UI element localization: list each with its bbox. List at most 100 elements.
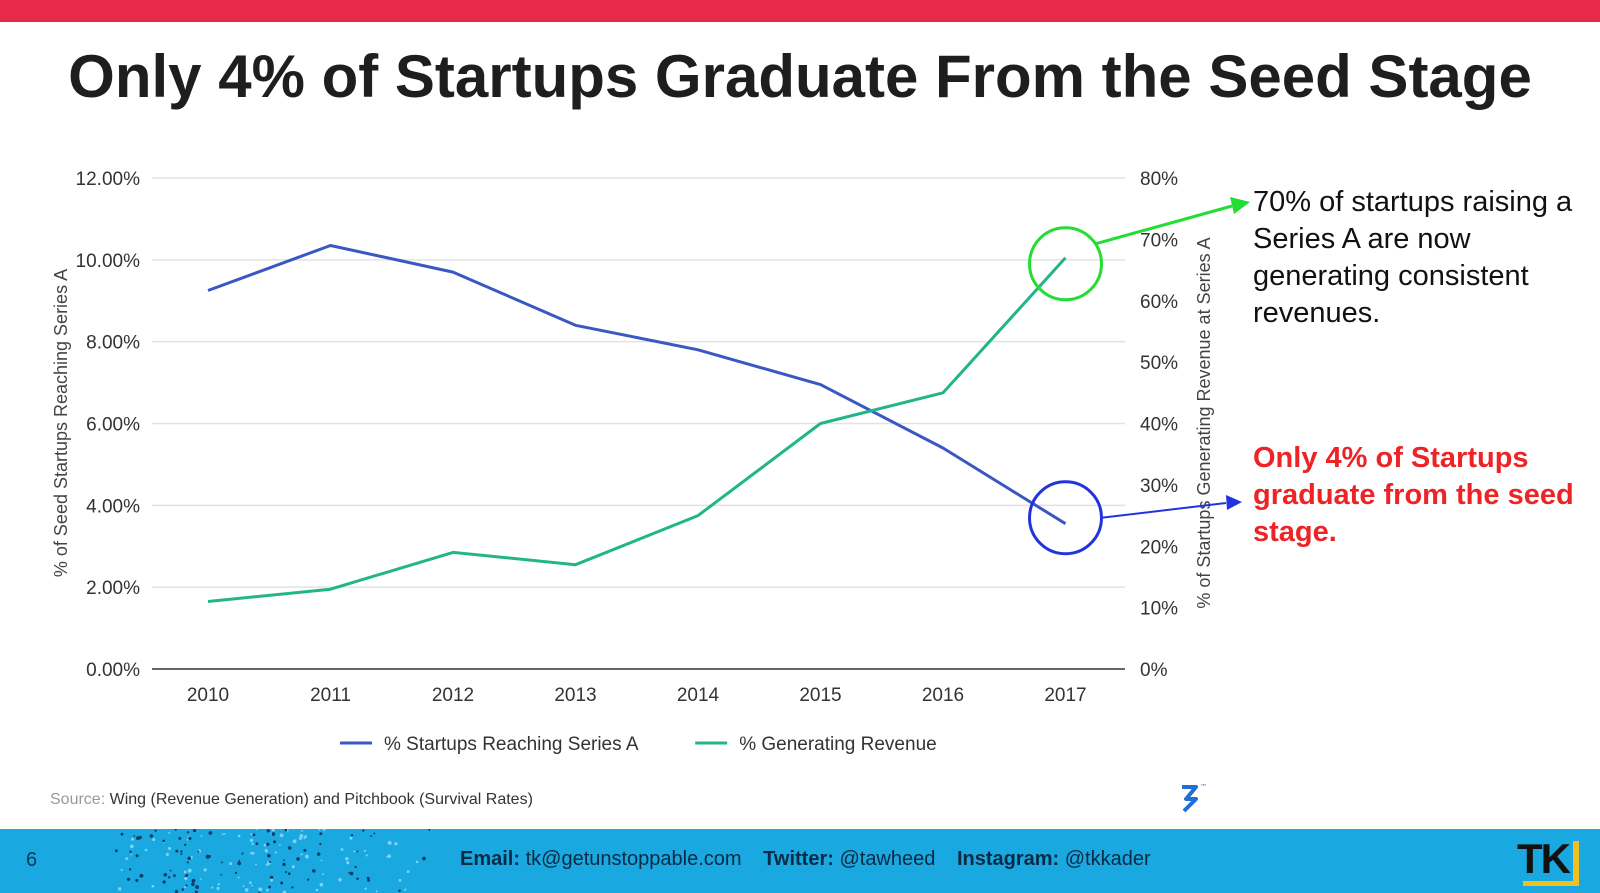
pattern-dot [126,877,131,881]
pattern-dot [186,831,190,834]
pattern-dot [303,848,307,852]
pattern-dot [345,857,349,861]
pattern-dot [349,836,353,840]
right-axis-tick-label: 0% [1140,660,1168,681]
pattern-dot [258,887,263,892]
pattern-dot [283,859,286,862]
pattern-dot [338,878,342,882]
pattern-dot [149,834,154,838]
pattern-dot [178,836,182,840]
pattern-dot [299,834,304,838]
series-line-2 [207,256,1067,603]
pattern-dot [386,855,388,858]
pattern-dot [174,829,177,831]
pattern-dot [221,833,224,836]
pattern-dot [366,876,370,880]
pattern-dot [280,881,284,885]
pattern-dot [129,844,134,849]
pattern-dot [216,886,220,891]
right-axis-tick-label: 50% [1140,353,1178,374]
pattern-dot [184,886,187,889]
logo-underline [1523,881,1579,886]
pattern-dot [367,878,371,882]
right-axis-tick-label: 40% [1140,415,1178,436]
instagram-label: Instagram: [956,848,1060,870]
pattern-dot [194,890,198,893]
pattern-dot [251,842,254,846]
pattern-dot [133,835,136,837]
pattern-dot [173,874,176,877]
pattern-dot [282,890,287,893]
pattern-dot [363,849,367,852]
pattern-dot [322,873,325,876]
pattern-dot [252,833,256,837]
pattern-dot [195,885,200,890]
pattern-dot [249,833,253,836]
pattern-dot [187,835,190,838]
green-arrow-head [1230,197,1250,214]
instagram-handle: @tkkader [1064,848,1151,870]
pattern-dot [292,839,297,844]
pattern-dot [249,838,254,842]
pattern-dot [362,829,365,832]
pattern-dot [288,846,292,850]
pattern-dot [350,833,354,837]
pattern-dot [167,876,171,879]
tk-logo: TK [1517,835,1571,882]
green-arrow-line [1095,204,1233,246]
pattern-dot [387,854,392,858]
pattern-dot [263,843,267,847]
contact-line: Email: tk@getunstoppable.com Twitter: @t… [460,848,1151,871]
pattern-dot [224,833,226,835]
green-annotation-text: 70% of startups raising a Series A are n… [1253,186,1573,329]
x-axis-tick-label: 2016 [922,685,964,706]
pattern-dot [200,878,202,880]
pattern-dot [320,859,323,862]
pattern-dot [269,875,274,880]
pattern-dot [303,836,306,840]
pattern-dot [120,832,124,836]
blue-arrow-line [1101,502,1227,519]
pattern-dot [128,868,132,871]
pattern-dot [356,850,359,853]
pattern-dot [208,831,213,835]
blue-highlight-circle [1028,480,1103,556]
pattern-dot [356,877,359,880]
left-axis-tick-label: 4.00% [86,496,140,517]
brand-mark-icon: ™ [1182,783,1207,813]
pattern-dot [268,885,271,889]
pattern-dot [139,873,144,878]
pattern-dot [203,868,207,872]
pattern-dot [300,853,303,856]
pattern-dot [130,853,133,856]
pattern-dot [340,848,344,851]
pattern-dot [169,869,172,872]
pattern-dot [404,888,407,891]
pattern-dot [174,890,179,893]
pattern-dot [370,835,373,837]
pattern-dot [349,871,354,876]
pattern-dot [237,834,241,838]
source-note: Source: Wing (Revenue Generation) and Pi… [50,791,533,809]
pattern-dot [183,870,187,874]
pattern-dot [163,873,168,877]
right-axis-tick-label: 30% [1140,476,1178,497]
x-axis-tick-label: 2012 [432,685,474,706]
red-annotation-text: Only 4% of Startups graduate from the se… [1253,442,1574,548]
pattern-dot [422,856,426,861]
pattern-dot [296,857,300,861]
pattern-dot [270,878,274,882]
pattern-dot [175,849,179,853]
pattern-dot [285,871,288,873]
pattern-dot [274,851,277,854]
pattern-dot [267,854,271,858]
pattern-dot [168,846,172,851]
pattern-dot [348,872,350,874]
legend-label: % Startups Reaching Series A [384,734,639,755]
pattern-dot [144,848,148,852]
pattern-dot [284,829,288,832]
twitter-label: Twitter: [763,848,834,870]
pattern-dot [120,868,123,871]
pattern-dot [279,833,284,838]
